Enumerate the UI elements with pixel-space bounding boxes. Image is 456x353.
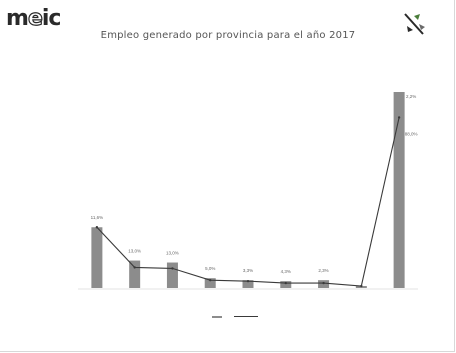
line-point-3 — [209, 278, 212, 282]
bar-data-label-8: 2,2% — [406, 94, 416, 99]
flag-emblem-icon — [404, 13, 425, 35]
legend-bar-swatch — [212, 316, 222, 318]
logo-accent: e — [27, 5, 43, 31]
bar-2 — [166, 262, 178, 288]
line-point-8 — [397, 116, 401, 119]
chart-title: Empleo generado por provincia para el añ… — [100, 30, 356, 41]
bar-data-label-0: 11,6% — [91, 215, 103, 220]
line-point-5 — [284, 281, 287, 285]
logo-prefix: m — [6, 6, 29, 31]
bar-data-label-6: 2,3% — [318, 268, 328, 273]
line-point-2 — [171, 267, 174, 270]
series-line — [96, 117, 400, 287]
bar-data-label-3: 5,0% — [205, 266, 215, 271]
line-point-7 — [360, 284, 363, 288]
bar-5 — [280, 281, 292, 288]
line-point-6 — [322, 281, 325, 285]
bar-8 — [393, 92, 405, 288]
bar-data-label-2: 13,0% — [166, 251, 179, 256]
bar-data-label-4: 3,3% — [243, 268, 253, 273]
line-point-1 — [133, 266, 136, 269]
bar-0 — [91, 227, 103, 288]
bar-data-label-1: 13,0% — [128, 249, 141, 254]
logo-suffix: ic — [41, 6, 62, 31]
bar-1 — [129, 260, 141, 288]
meic-logo: meic — [6, 5, 62, 31]
line-data-label-8: 88,0% — [405, 131, 418, 136]
bar-data-label-5: 4,3% — [281, 269, 291, 274]
legend-line-swatch — [234, 316, 258, 317]
bar-4 — [242, 280, 254, 288]
line-point-4 — [246, 279, 250, 283]
bar-3 — [204, 278, 216, 288]
line-point-0 — [95, 226, 99, 229]
